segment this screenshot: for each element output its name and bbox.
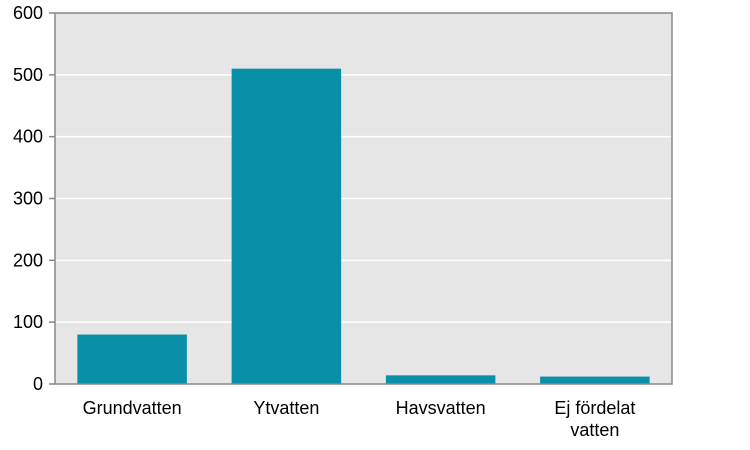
y-tick-label: 500 xyxy=(13,65,43,85)
x-axis-labels: Grundvatten Ytvatten Havsvatten Ej fördelat… xyxy=(83,398,636,440)
x-category-label-line: Ytvatten xyxy=(253,398,319,418)
y-tick-label: 400 xyxy=(13,127,43,147)
bar-3 xyxy=(540,376,650,384)
x-category-label: Grundvatten xyxy=(83,398,182,418)
x-category-label-line: Havsvatten xyxy=(396,398,486,418)
bar-2 xyxy=(385,375,496,384)
y-tick-label: 0 xyxy=(33,374,43,394)
x-category-label-line: vatten xyxy=(570,420,619,440)
bar-0 xyxy=(77,334,187,384)
bars xyxy=(77,68,650,385)
y-tick-label: 100 xyxy=(13,312,43,332)
y-tick-label: 300 xyxy=(13,189,43,209)
x-category-label: Havsvatten xyxy=(396,398,486,418)
y-axis-ticks: 0 100 200 300 400 500 600 xyxy=(13,3,55,394)
x-category-label: Ej fördelat vatten xyxy=(554,398,635,440)
x-category-label-line: Grundvatten xyxy=(83,398,182,418)
bar-1 xyxy=(231,68,342,385)
x-category-label-line: Ej fördelat xyxy=(554,398,635,418)
x-category-label: Ytvatten xyxy=(253,398,319,418)
y-tick-label: 600 xyxy=(13,3,43,23)
y-tick-label: 200 xyxy=(13,250,43,270)
gridlines xyxy=(55,74,672,323)
